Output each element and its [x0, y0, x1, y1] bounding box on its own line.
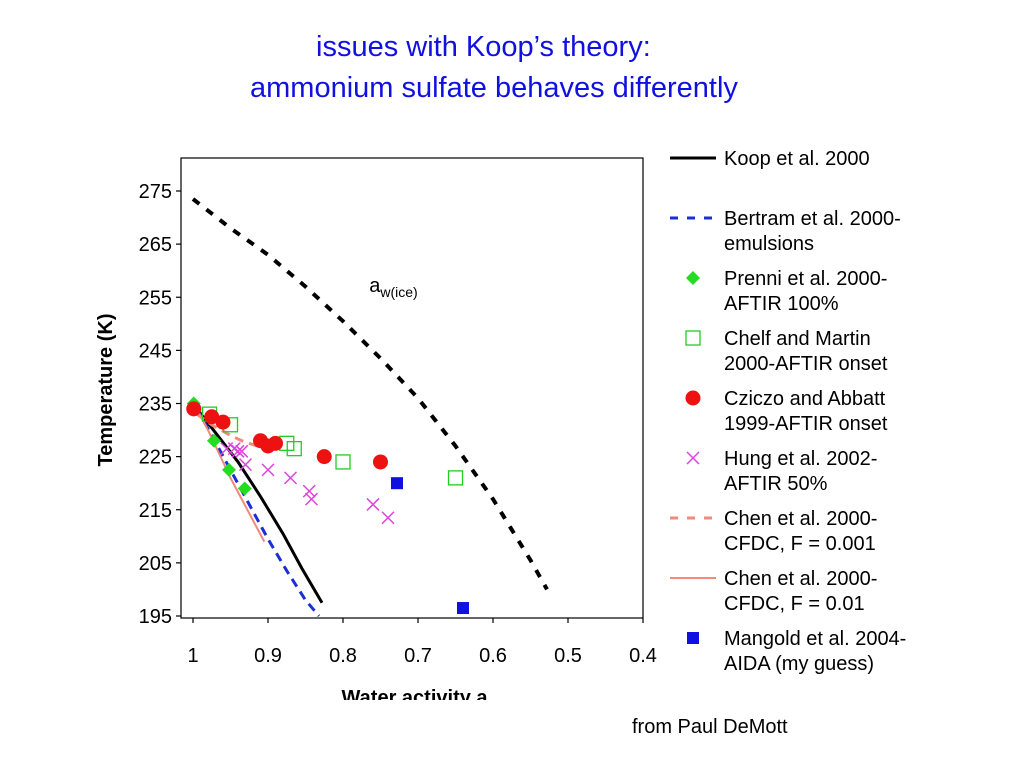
legend-label-line-1: Cziczo and Abbatt [724, 388, 886, 410]
data-point [391, 477, 403, 490]
legend-item: Hung et al. 2002- AFTIR 50% [686, 448, 877, 495]
legend-label-line-1: Bertram et al. 2000- [724, 208, 901, 230]
y-tick-label: 275 [139, 181, 172, 203]
plot-area [180, 157, 644, 619]
legend-label-line-2: AFTIR 50% [724, 473, 828, 495]
legend-item: Mangold et al. 2004- AIDA (my guess) [687, 628, 906, 675]
legend-item: Koop et al. 2000 [670, 148, 870, 170]
legend-label-line-1: Prenni et al. 2000- [724, 268, 887, 290]
data-point [304, 492, 319, 506]
legend-label-line-1: Chelf and Martin [724, 328, 871, 350]
legend-label-line-2: 2000-AFTIR onset [724, 353, 888, 375]
y-tick-label: 245 [139, 340, 172, 362]
legend-label-line-2: AFTIR 100% [724, 293, 839, 315]
legend-swatch [687, 632, 699, 644]
credit-text: from Paul DeMott [632, 716, 788, 738]
legend-label-line-2: CFDC, F = 0.01 [724, 593, 865, 615]
legend-swatch [686, 271, 700, 285]
y-axis-label: Temperature (K) [95, 314, 117, 467]
data-point [204, 409, 220, 425]
legend-swatch [685, 330, 701, 346]
data-point [186, 401, 202, 417]
data-point [238, 458, 253, 472]
y-tick-label: 205 [139, 553, 172, 575]
data-point [268, 435, 283, 451]
aw-ice-annotation-main: a [369, 275, 381, 297]
legend-item: Bertram et al. 2000- emulsions [670, 208, 901, 255]
aw-ice-annotation: aw(ice) [369, 275, 417, 300]
data-point [227, 442, 241, 456]
x-tick-label: 0.4 [629, 645, 657, 667]
x-tick-label: 0.5 [554, 645, 582, 667]
legend-swatch [685, 390, 701, 406]
legend-label-line-2: 1999-AFTIR onset [724, 413, 888, 435]
data-point [286, 441, 302, 457]
legend-item: Prenni et al. 2000- AFTIR 100% [686, 268, 887, 315]
data-point [261, 463, 275, 477]
legend-swatch [686, 451, 700, 465]
series-line [195, 407, 324, 604]
x-tick-label: 0.9 [254, 645, 282, 667]
data-point [283, 471, 298, 485]
data-point [215, 414, 231, 430]
data-point [366, 497, 380, 511]
data-point [373, 454, 388, 470]
legend-label-line-2: AIDA (my guess) [724, 653, 874, 675]
data-point [231, 444, 245, 458]
series-line [195, 408, 266, 543]
data-point [237, 481, 252, 496]
legend-label-line-1: Koop et al. 2000 [724, 148, 870, 170]
data-point [302, 484, 316, 498]
legend-label-line-1: Mangold et al. 2004- [724, 628, 906, 650]
x-tick-label: 0.8 [329, 645, 357, 667]
y-tick-label: 215 [139, 500, 172, 522]
legend-item: Cziczo and Abbatt 1999-AFTIR onset [685, 388, 888, 435]
y-tick-label: 235 [139, 394, 172, 416]
legend-item: Chen et al. 2000- CFDC, F = 0.001 [670, 508, 877, 555]
legend-label-line-1: Chen et al. 2000- [724, 508, 877, 530]
y-tick-label: 225 [139, 447, 172, 469]
x-axis-label: Water activity aw [342, 687, 499, 700]
legend-label-line-2: CFDC, F = 0.001 [724, 533, 876, 555]
slide-title-line-2: ammonium sulfate behaves differently [250, 72, 738, 104]
chart: 275 265 255 245 235 225 215 205 195 1 0.9 0.8 0.7 0.6… [95, 148, 906, 700]
legend-label-line-1: Chen et al. 2000- [724, 568, 877, 590]
data-point [381, 511, 395, 525]
x-axis-label-main: Water activity a [342, 687, 489, 700]
y-tick-label: 265 [139, 234, 172, 256]
x-tick-label: 0.6 [479, 645, 507, 667]
legend-item: Chelf and Martin 2000-AFTIR onset [685, 328, 888, 375]
legend-label-line-2: emulsions [724, 233, 814, 255]
data-point [207, 433, 221, 448]
x-tick-label: 1 [187, 645, 198, 667]
data-point [316, 449, 332, 465]
y-tick-label: 195 [139, 606, 172, 628]
legend: Koop et al. 2000 Bertram et al. 2000- emul… [670, 148, 906, 675]
data-point [457, 602, 469, 615]
data-point [447, 470, 464, 486]
y-tick-label: 255 [139, 287, 172, 309]
slide-title-line-1: issues with Koop’s theory: [316, 31, 651, 63]
data-point [222, 462, 236, 477]
legend-item: Chen et al. 2000- CFDC, F = 0.01 [670, 568, 877, 615]
legend-label-line-1: Hung et al. 2002- [724, 448, 877, 470]
data-point [235, 444, 249, 458]
x-tick-label: 0.7 [404, 645, 432, 667]
x-axis-label-sub: w [487, 697, 499, 700]
data-point [335, 454, 351, 470]
aw-ice-annotation-sub: w(ice) [379, 284, 417, 300]
